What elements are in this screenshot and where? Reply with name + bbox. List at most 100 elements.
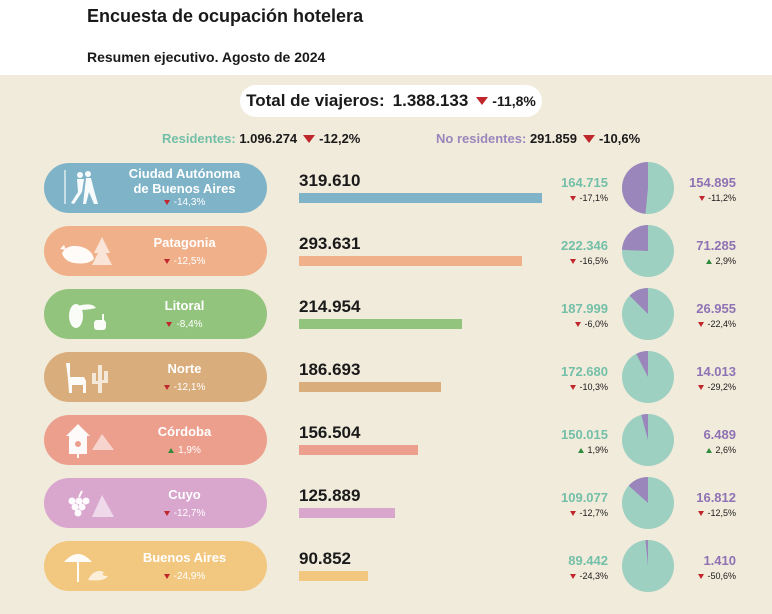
region-name-line: Córdoba (157, 424, 212, 439)
tango-dancers-icon (64, 170, 98, 204)
region-row: Ciudad Autónoma de Buenos Aires -14,3% 319.… (0, 162, 772, 215)
decrease-arrow-icon (698, 321, 705, 327)
region-row: Litoral -8,4% 214.954 187.999 -6,0% 26.955 -22… (0, 288, 772, 341)
decrease-arrow-icon (166, 322, 173, 327)
page-subtitle: Resumen ejecutivo. Agosto de 2024 (87, 49, 326, 65)
region-pie (621, 413, 675, 467)
pie-slice-nonresidents (628, 477, 648, 503)
decrease-arrow-icon (163, 200, 170, 205)
residents-change-text: 1,9% (587, 445, 608, 455)
region-name: Buenos Aires (112, 550, 257, 565)
residents-change-text: -24,3% (579, 571, 608, 581)
nonresidents-value: 71.285 (696, 238, 736, 253)
region-change: -12,5% (112, 256, 257, 267)
region-change-text: -24,9% (173, 571, 206, 582)
region-change-text: 1,9% (178, 445, 201, 456)
region-pill: Cuyo -12,7% (44, 478, 267, 528)
nonresidents-change: -29,2% (670, 382, 736, 392)
region-total-bar (299, 571, 369, 581)
total-travelers-label: Total de viajeros: (246, 91, 385, 110)
region-total-bar (299, 508, 395, 518)
residents-change-text: -17,1% (579, 193, 608, 203)
region-total-value: 125.889 (299, 486, 361, 505)
decrease-arrow-icon (163, 385, 170, 390)
residents-share-pie (622, 540, 674, 592)
region-total-bar (299, 445, 418, 455)
residents-share-pie (622, 414, 674, 466)
region-name: Cuyo (112, 487, 257, 502)
residents-change-text: -16,5% (579, 256, 608, 266)
residents-change-text: -12,2% (319, 131, 361, 146)
nonresidents-change-text: -11,2% (708, 193, 736, 203)
region-total-value: 90.852 (299, 549, 351, 568)
residents-share-pie (621, 162, 674, 214)
total-travelers-change: -11,8% (476, 93, 536, 109)
region-pie (621, 224, 675, 278)
summary-panel (0, 75, 772, 614)
nonresidents-change-text: -10,6% (598, 131, 641, 146)
region-total-value: 319.610 (299, 171, 361, 190)
residents-share-pie (622, 288, 674, 340)
decrease-arrow-icon (582, 134, 595, 143)
residents-change-text: -12,7% (579, 508, 608, 518)
region-pill: Buenos Aires -24,9% (44, 541, 267, 591)
region-row: Norte -12,1% 186.693 172.680 -10,3% 14.013 -29… (0, 351, 772, 404)
residents-value: 89.442 (568, 553, 608, 568)
region-change: -14,3% (112, 197, 257, 208)
residents-change: -12,2% (303, 131, 360, 146)
residents-change: -10,3% (530, 382, 608, 392)
residents-change: -12,7% (530, 508, 608, 518)
region-name: Córdoba (112, 424, 257, 439)
nonresidents-value: 14.013 (696, 364, 736, 379)
region-icon (58, 546, 118, 586)
residents-change: -16,5% (530, 256, 608, 266)
residents-summary: Residentes: 1.096.274 -12,2% (162, 131, 360, 146)
nonresidents-change: -12,5% (670, 508, 736, 518)
increase-arrow-icon (706, 258, 713, 264)
nonresidents-change: -22,4% (670, 319, 736, 329)
toucan-icon (69, 304, 106, 330)
residents-value: 172.680 (561, 364, 608, 379)
residents-change: -17,1% (530, 193, 608, 203)
decrease-arrow-icon (698, 573, 705, 579)
residents-value: 187.999 (561, 301, 608, 316)
residents-value: 150.015 (561, 427, 608, 442)
nonresidents-change-text: -12,5% (707, 508, 736, 518)
residents-change-text: -10,3% (579, 382, 608, 392)
region-name-line: Buenos Aires (142, 550, 227, 565)
region-total-value: 293.631 (299, 234, 361, 253)
region-total-bar (299, 382, 441, 392)
total-travelers-pill: Total de viajeros: 1.388.133 -11,8% (240, 85, 542, 117)
decrease-arrow-icon (570, 384, 577, 390)
nonresidents-value: 16.812 (696, 490, 736, 505)
nonresidents-change: -11,2% (670, 193, 736, 203)
region-total-value: 186.693 (299, 360, 361, 379)
region-name-line: Patagonia (153, 235, 216, 250)
decrease-arrow-icon (575, 321, 582, 327)
nonresidents-summary: No residentes: 291.859 -10,6% (436, 131, 640, 146)
region-name-line: Litoral (164, 298, 205, 313)
region-name: Ciudad Autónoma de Buenos Aires (112, 166, 257, 196)
region-name-line: Ciudad Autónoma (128, 166, 241, 181)
residents-share-pie (622, 477, 674, 529)
decrease-arrow-icon (570, 258, 577, 264)
decrease-arrow-icon (303, 134, 316, 143)
decrease-arrow-icon (699, 195, 706, 201)
region-icon (58, 294, 118, 334)
nonresidents-value: 291.859 (529, 131, 577, 146)
birdhouse-icon (66, 424, 114, 458)
pie-slice-nonresidents (629, 288, 648, 314)
region-icon (58, 420, 118, 460)
region-change-text: -14,3% (173, 197, 206, 208)
residents-change: 1,9% (530, 445, 608, 455)
region-change-text: -12,5% (173, 256, 206, 267)
residents-value: 222.346 (561, 238, 608, 253)
residents-share-pie (622, 351, 674, 403)
region-icon (58, 357, 118, 397)
nonresidents-value: 154.895 (689, 175, 736, 190)
residents-label: Residentes: (162, 131, 236, 146)
region-icon (58, 231, 118, 271)
region-pill: Ciudad Autónoma de Buenos Aires -14,3% (44, 163, 267, 213)
decrease-arrow-icon (163, 511, 170, 516)
region-change: -12,1% (112, 382, 257, 393)
